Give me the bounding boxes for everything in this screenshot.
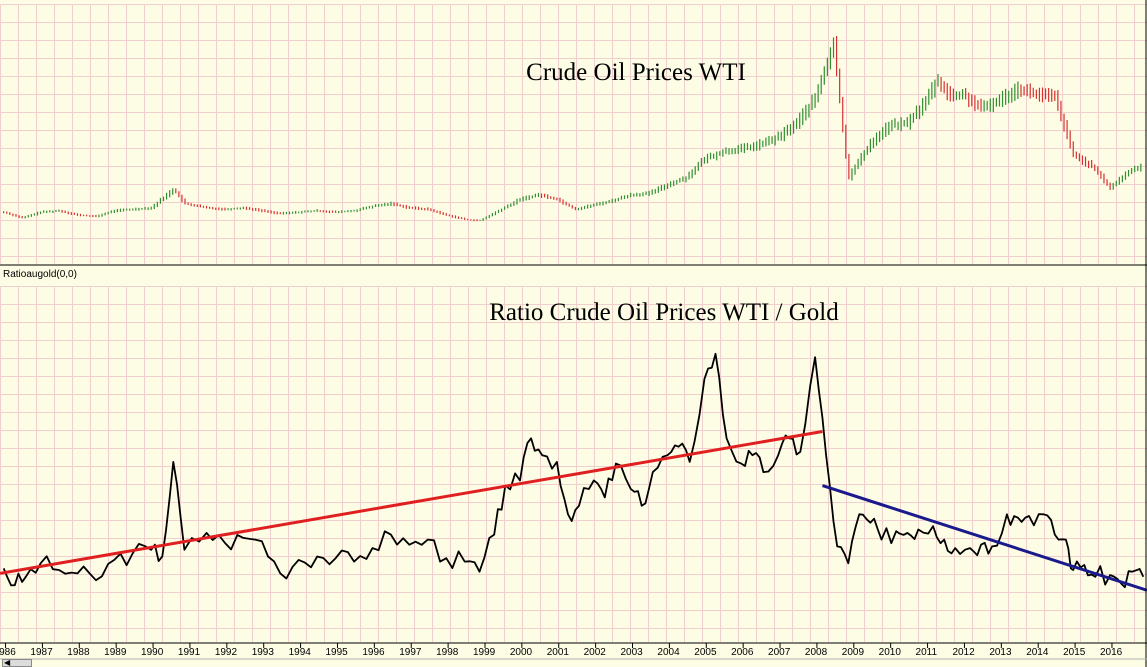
- x-tick-label: 2015: [1063, 647, 1086, 658]
- x-tick-label: 1986: [0, 647, 16, 658]
- x-tick-label: 1993: [252, 647, 275, 658]
- x-tick-label: 1996: [362, 647, 385, 658]
- downtrend-line: [821, 484, 1147, 592]
- ratio-panel: Ratioaugold(0,0) Ratio Crude Oil Prices …: [0, 269, 1147, 642]
- x-tick-label: 2003: [621, 647, 644, 658]
- top-chart-title: Crude Oil Prices WTI: [526, 59, 746, 86]
- x-tick-label: 2014: [1026, 647, 1049, 658]
- x-tick-label: 1992: [215, 647, 238, 658]
- x-tick-label: 2006: [731, 647, 754, 658]
- ratio-line: [2, 352, 1145, 589]
- x-tick-label: 1995: [325, 647, 348, 658]
- x-tick-label: 2008: [805, 647, 828, 658]
- top-gridlines: [0, 4, 1147, 264]
- x-tick-label: 2010: [879, 647, 902, 658]
- x-tick-label: 2009: [842, 647, 865, 658]
- x-tick-label: 2000: [510, 647, 533, 658]
- x-tick-label: 1990: [141, 647, 164, 658]
- bottom-chart-title: Ratio Crude Oil Prices WTI / Gold: [489, 299, 839, 326]
- x-axis-ticks: 1986 1987 1988 1989 1990 1991 1992 1993 1994 1995…: [0, 643, 1123, 658]
- x-tick-label: 1994: [289, 647, 312, 658]
- x-tick-label: 1989: [104, 647, 127, 658]
- x-tick-label: 2011: [916, 647, 938, 658]
- x-tick-label: 2005: [694, 647, 717, 658]
- x-tick-label: 1988: [67, 647, 90, 658]
- trendlines: [0, 430, 1147, 592]
- x-tick-label: 2016: [1100, 647, 1123, 658]
- x-tick-label: 1999: [473, 647, 496, 658]
- x-tick-label: 2007: [768, 647, 791, 658]
- x-tick-label: 1987: [30, 647, 53, 658]
- ohlc-bars: [3, 36, 1142, 222]
- x-tick-label: 2004: [657, 647, 680, 658]
- x-tick-label: 2001: [547, 647, 570, 658]
- x-tick-label: 2012: [952, 647, 975, 658]
- x-tick-label: 1998: [436, 647, 459, 658]
- x-tick-label: 2002: [584, 647, 607, 658]
- uptrend-line: [0, 430, 823, 575]
- x-tick-label: 1997: [399, 647, 422, 658]
- scroll-left-arrow-icon[interactable]: ◀: [4, 658, 11, 667]
- ratio-series: [2, 352, 1145, 589]
- indicator-legend: Ratioaugold(0,0): [3, 269, 77, 280]
- x-tick-label: 1991: [178, 647, 201, 658]
- crude-oil-panel: Crude Oil Prices WTI: [0, 4, 1147, 264]
- bottom-gridlines: [0, 286, 1147, 642]
- x-tick-label: 2013: [989, 647, 1012, 658]
